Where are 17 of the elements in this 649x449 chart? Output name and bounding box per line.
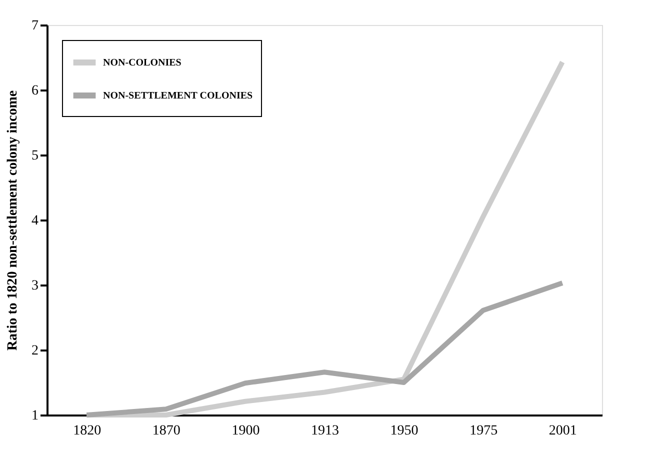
- y-axis-title: Ratio to 1820 non-settlement colony income: [6, 90, 20, 351]
- x-tick-label: 1900: [232, 424, 260, 438]
- x-tick-label: 1975: [470, 424, 498, 438]
- legend-label: NON-COLONIES: [103, 58, 182, 68]
- x-tick-label: 1870: [152, 424, 180, 438]
- y-tick-label: 5: [32, 148, 38, 164]
- y-tick-label: 2: [32, 344, 38, 358]
- y-tick-label: 3: [32, 278, 38, 294]
- y-tick-label: 4: [32, 214, 38, 228]
- x-tick-label: 2001: [548, 424, 577, 438]
- legend-label: NON-SETTLEMENT COLONIES: [103, 90, 254, 102]
- x-tick-label: 1820: [73, 424, 102, 438]
- x-tick-label: 1950: [390, 424, 418, 438]
- x-tick-label: 1913: [311, 424, 339, 438]
- y-tick-label: 6: [32, 84, 38, 98]
- y-tick-label: 7: [32, 18, 38, 34]
- y-tick-label: 1: [32, 408, 38, 424]
